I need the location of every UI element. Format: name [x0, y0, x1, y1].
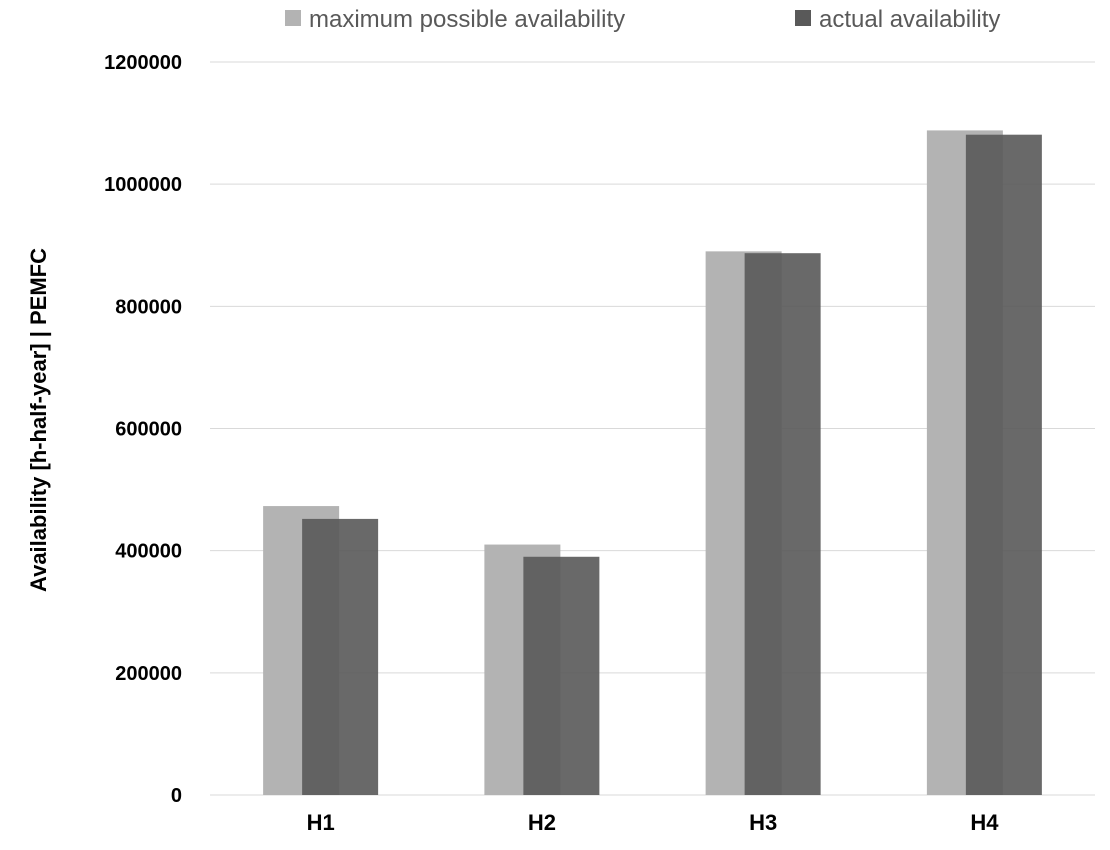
y-tick-label: 0 — [171, 785, 182, 807]
legend-label: actual availability — [819, 6, 1000, 33]
x-axis-ticks: H1 H2 H3 H4 — [307, 810, 1000, 835]
legend: maximum possible availability actual avai… — [285, 6, 1000, 33]
y-tick-label: 1200000 — [104, 52, 182, 74]
bar-H2-actual — [523, 556, 600, 795]
y-axis-ticks: 0 200000 400000 600000 800000 1000000 1200000 — [104, 52, 182, 807]
y-tick-label: 1000000 — [104, 174, 182, 196]
y-tick-label: 800000 — [115, 296, 182, 318]
y-tick-label: 200000 — [115, 663, 182, 685]
x-tick-label: H3 — [749, 810, 777, 835]
x-tick-label: H4 — [970, 810, 999, 835]
legend-swatch — [285, 10, 301, 26]
bar-H1-actual — [302, 518, 379, 795]
y-axis-label: Availability [h-half-year] | PEMFC — [26, 248, 51, 592]
x-tick-label: H1 — [307, 810, 335, 835]
y-tick-label: 400000 — [115, 541, 182, 563]
bar-H4-actual — [965, 134, 1042, 796]
legend-swatch — [795, 10, 811, 26]
bar-H3-actual — [744, 253, 821, 796]
legend-label: maximum possible availability — [309, 6, 625, 33]
y-tick-label: 600000 — [115, 419, 182, 441]
bars — [263, 130, 1042, 796]
x-tick-label: H2 — [528, 810, 556, 835]
